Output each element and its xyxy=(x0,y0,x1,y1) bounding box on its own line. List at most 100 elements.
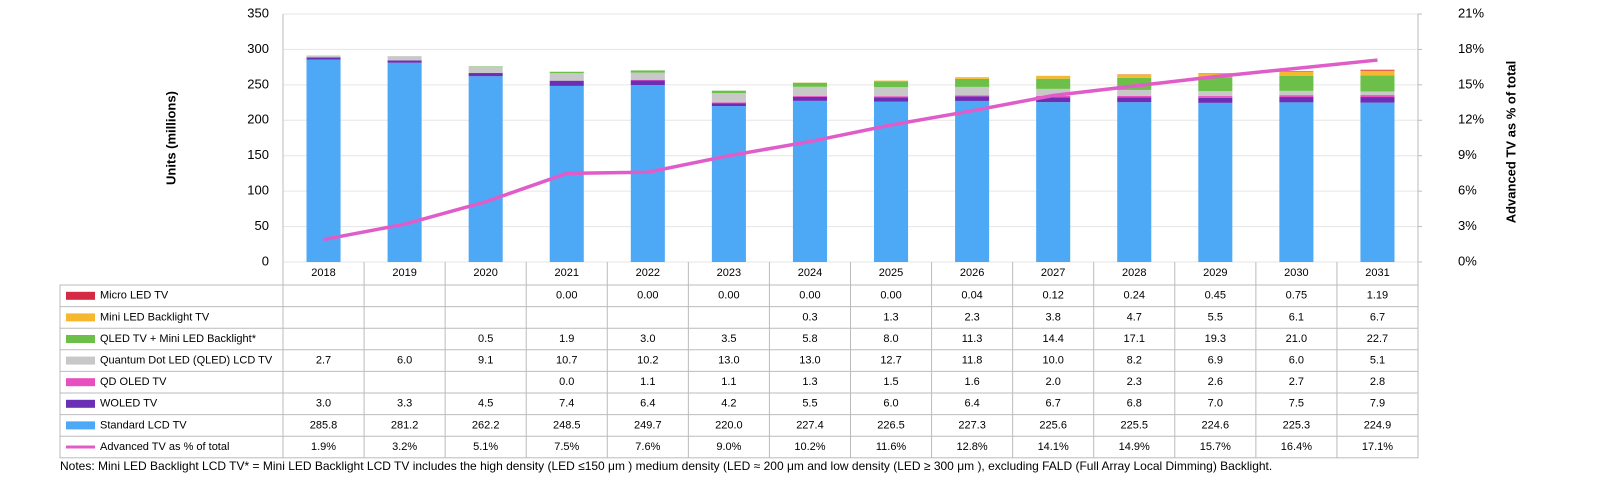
y2-tick-label: 21% xyxy=(1458,5,1484,20)
x-tick-label: 2023 xyxy=(717,267,741,279)
table-value: 225.3 xyxy=(1283,419,1311,431)
table-value: 6.0 xyxy=(1289,355,1304,367)
y2-tick-label: 15% xyxy=(1458,76,1484,91)
bar-segment xyxy=(792,86,827,97)
bar-segment xyxy=(549,80,584,86)
legend-label: Quantum Dot LED (QLED) LCD TV xyxy=(100,355,273,367)
table-value: 6.8 xyxy=(1127,398,1142,410)
bar-segment xyxy=(792,96,827,101)
table-value: 14.4 xyxy=(1042,333,1063,345)
table-value: 225.6 xyxy=(1039,419,1067,431)
bar-segment xyxy=(1036,76,1071,79)
table-value: 6.0 xyxy=(397,355,412,367)
table-value: 2.6 xyxy=(1208,376,1223,388)
legend-label: QD OLED TV xyxy=(100,376,167,388)
table-value: 3.2% xyxy=(392,441,417,453)
table-value: 5.1 xyxy=(1370,355,1385,367)
table-value: 10.2 xyxy=(637,355,658,367)
bar-segment xyxy=(1360,75,1395,92)
table-value: 227.3 xyxy=(958,419,986,431)
table-value: 1.9% xyxy=(311,441,336,453)
table-value: 7.5 xyxy=(1289,398,1304,410)
table-value: 7.9 xyxy=(1370,398,1385,410)
bar-segment xyxy=(1279,71,1314,72)
table-value: 3.5 xyxy=(721,333,736,345)
y-tick-label: 100 xyxy=(247,183,269,198)
bar-segment xyxy=(1117,97,1152,103)
table-value: 8.2 xyxy=(1127,355,1142,367)
table-value: 5.1% xyxy=(473,441,498,453)
table-value: 8.0 xyxy=(883,333,898,345)
table-value: 2.3 xyxy=(1127,376,1142,388)
x-tick-label: 2029 xyxy=(1203,267,1227,279)
table-value: 9.0% xyxy=(716,441,741,453)
x-tick-label: 2031 xyxy=(1365,267,1389,279)
bar-segment xyxy=(387,56,422,61)
y2-tick-label: 6% xyxy=(1458,183,1477,198)
bar-segment xyxy=(955,100,990,262)
table-value: 6.7 xyxy=(1370,311,1385,323)
bar-segment xyxy=(1279,71,1314,76)
bar-segment xyxy=(711,93,746,103)
table-value: 7.4 xyxy=(559,398,574,410)
y-tick-label: 350 xyxy=(247,5,269,20)
y2-tick-label: 9% xyxy=(1458,147,1477,162)
legend-swatch xyxy=(66,378,95,387)
table-value: 17.1% xyxy=(1362,441,1393,453)
bar-segment xyxy=(792,100,827,263)
bar-segment xyxy=(306,55,341,58)
y2-tick-label: 18% xyxy=(1458,41,1484,56)
bar-segment xyxy=(1036,97,1071,103)
bar-segment xyxy=(1360,70,1395,76)
x-tick-label: 2024 xyxy=(798,267,822,279)
bar-segment xyxy=(387,62,422,263)
table-value: 0.0 xyxy=(559,376,574,388)
bar-segment xyxy=(874,81,909,88)
x-tick-label: 2019 xyxy=(392,267,416,279)
bar-segment xyxy=(955,77,990,79)
table-value: 2.7 xyxy=(1289,376,1304,388)
bar-segment xyxy=(1279,97,1314,103)
x-tick-label: 2027 xyxy=(1041,267,1065,279)
bar-segment xyxy=(1279,76,1314,91)
bar-segment xyxy=(1117,89,1152,96)
bar-segment xyxy=(1117,95,1152,98)
table-value: 11.8 xyxy=(962,355,983,367)
table-value: 1.19 xyxy=(1367,290,1388,302)
table-value: 0.00 xyxy=(637,290,658,302)
y-tick-label: 300 xyxy=(247,41,269,56)
bar-segment xyxy=(468,66,503,74)
line-series xyxy=(323,58,1378,242)
bar-segment xyxy=(549,73,584,81)
bar-segment xyxy=(306,57,341,60)
table-value: 2.7 xyxy=(316,355,331,367)
bar-segment xyxy=(1036,88,1071,96)
legend-label: QLED TV + Mini LED Backlight* xyxy=(100,333,257,345)
x-tick-label: 2028 xyxy=(1122,267,1146,279)
table-value: 1.1 xyxy=(721,376,736,388)
table-value: 0.3 xyxy=(802,311,817,323)
table-value: 6.4 xyxy=(964,398,979,410)
bar-segment xyxy=(711,103,746,107)
table-value: 17.1 xyxy=(1124,333,1145,345)
bar-segment xyxy=(711,102,746,104)
table-value: 285.8 xyxy=(310,419,338,431)
table-value: 0.00 xyxy=(880,290,901,302)
bar-segment xyxy=(387,60,422,63)
x-tick-label: 2021 xyxy=(555,267,579,279)
table-value: 5.5 xyxy=(802,398,817,410)
table-value: 12.8% xyxy=(957,441,988,453)
table-value: 3.3 xyxy=(397,398,412,410)
table-value: 11.6% xyxy=(876,441,907,453)
y-axis-title: Units (millions) xyxy=(163,91,178,185)
legend-swatch xyxy=(66,399,95,408)
x-tick-label: 2020 xyxy=(473,267,497,279)
bar-segment xyxy=(874,87,909,97)
table-value: 6.0 xyxy=(883,398,898,410)
y-tick-label: 150 xyxy=(247,147,269,162)
legend-label: Advanced TV as % of total xyxy=(100,441,229,453)
table-value: 3.8 xyxy=(1046,311,1061,323)
table-value: 7.0 xyxy=(1208,398,1223,410)
table-value: 6.1 xyxy=(1289,311,1304,323)
bar-segment xyxy=(1198,91,1233,97)
